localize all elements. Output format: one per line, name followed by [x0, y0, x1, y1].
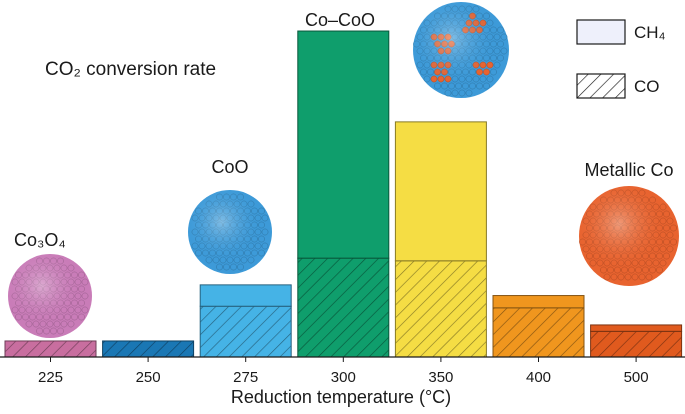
legend-swatch-ch4: [576, 19, 626, 45]
legend-label-co: CO: [634, 77, 660, 96]
bar-co-500: [590, 330, 683, 358]
phase-label-300: Co–CoO: [305, 10, 375, 30]
particle-highlight: [413, 2, 509, 98]
bar-co-225: [4, 340, 97, 358]
bar-ch4-500: [590, 324, 683, 332]
bar-co-400: [492, 307, 585, 358]
phase-label-group: Co₃O₄ CoO Co–CoO Metallic Co: [14, 10, 674, 250]
x-tick-label: 275: [233, 369, 258, 386]
chart-annotation-title: CO₂ conversion rate: [45, 59, 216, 80]
particle-highlight: [188, 190, 272, 274]
bar-ch4-350: [394, 121, 487, 262]
x-axis-label: Reduction temperature (°C): [231, 387, 451, 407]
bar-co-350: [394, 260, 487, 358]
bar-ch4-400: [492, 295, 585, 309]
x-tick-label: 225: [38, 369, 63, 386]
x-tick-label: 500: [624, 369, 649, 386]
particle-highlight: [8, 254, 92, 338]
legend-label-ch4: CH₄: [634, 23, 666, 42]
phase-label-500: Metallic Co: [584, 160, 673, 180]
phase-label-275: CoO: [211, 157, 248, 177]
bar-ch4-275: [199, 284, 292, 307]
legend-swatch-co: [576, 73, 626, 99]
bar-ch4-300: [297, 30, 390, 259]
bar-group: [4, 30, 683, 358]
x-tick-label: 250: [136, 369, 161, 386]
x-tick-label: 300: [331, 369, 356, 386]
particle-illustrations: [8, 2, 679, 338]
particle-highlight: [579, 186, 679, 286]
phase-label-225: Co₃O₄: [14, 230, 66, 250]
x-tick-group: 225 250 275 300 350 400 500: [38, 357, 649, 386]
bar-co-275: [199, 305, 292, 358]
legend: CH₄ CO: [576, 19, 666, 99]
x-tick-label: 350: [428, 369, 453, 386]
bar-co-250: [102, 340, 195, 358]
x-tick-label: 400: [526, 369, 551, 386]
bar-co-300: [297, 257, 390, 358]
